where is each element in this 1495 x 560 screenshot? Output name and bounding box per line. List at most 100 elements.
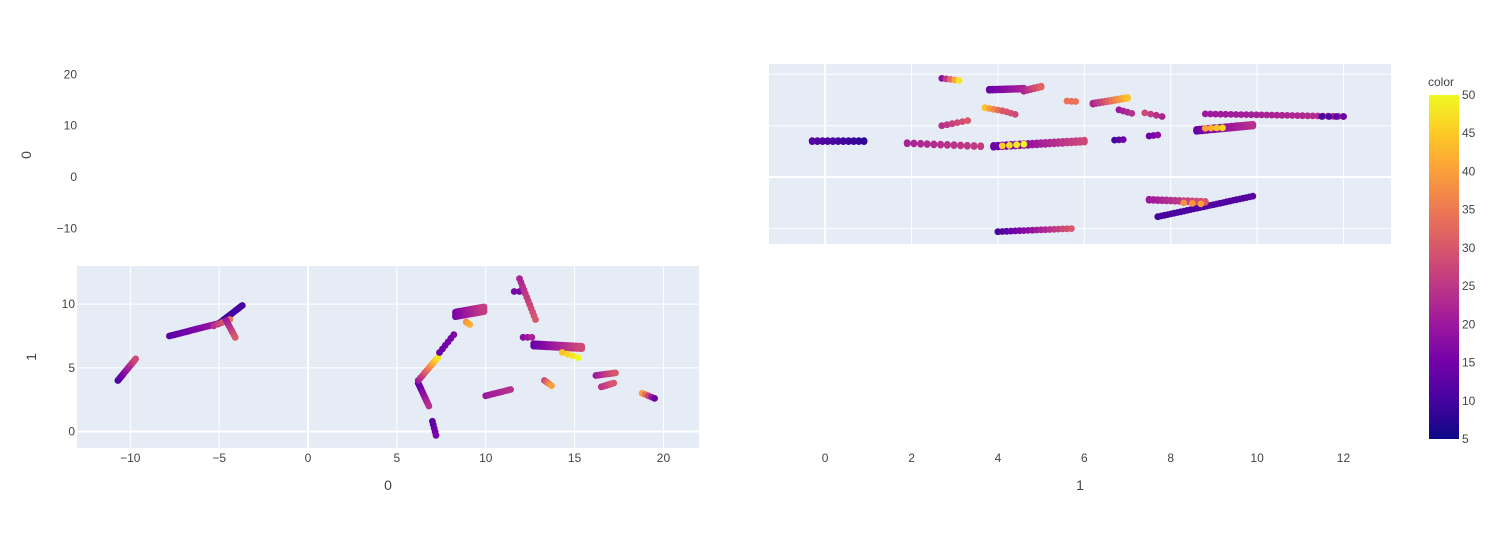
panel-bottom-left-y-ticks: 0 5 10 [62, 297, 76, 438]
bottom-left-point [548, 382, 555, 389]
top-right-point [1232, 111, 1240, 118]
top-right-point [1288, 112, 1296, 119]
bottom-left-point [450, 331, 458, 339]
x-tick-label: 20 [657, 451, 671, 465]
colorbar-tick-label: 35 [1462, 203, 1476, 217]
panel-bottom-right-x-ticks: 0 2 4 6 8 10 12 [822, 451, 1351, 465]
x-tick-label: −10 [120, 451, 141, 465]
bottom-left-point [612, 369, 619, 377]
top-right-point [1242, 111, 1250, 118]
x-tick-label: 8 [1167, 451, 1174, 465]
top-right-point [1273, 111, 1281, 119]
panel-top-left: −10 0 10 20 0 [18, 67, 77, 235]
panel-top-right-gridlines [769, 64, 1391, 244]
top-right-point [998, 142, 1006, 150]
top-right-point [834, 137, 842, 145]
bottom-left-point [434, 354, 442, 361]
top-right-point [930, 140, 938, 148]
top-right-point [1325, 113, 1333, 120]
panel-top-left-y-axis-title: 0 [18, 151, 34, 159]
y-tick-label: 0 [68, 424, 75, 438]
bottom-left-point [558, 349, 566, 356]
top-right-point [1299, 112, 1306, 120]
top-right-point [1147, 110, 1154, 118]
x-tick-label: 4 [995, 451, 1002, 465]
top-right-point [950, 141, 958, 149]
top-right-point [1212, 110, 1219, 118]
panel-bottom-left-gridlines [77, 266, 699, 448]
bottom-left-point [231, 333, 239, 341]
top-right-point [1037, 82, 1045, 90]
bottom-left-point [425, 402, 433, 410]
top-right-point [1237, 111, 1245, 118]
colorbar-tick-label: 15 [1462, 356, 1476, 370]
panel-top-right-background [769, 64, 1391, 244]
top-right-point [1253, 111, 1260, 119]
top-right-point [1207, 124, 1215, 132]
panel-bottom-left-points [114, 275, 658, 439]
top-right-point [1263, 111, 1271, 119]
y-tick-label: −10 [57, 222, 78, 236]
top-right-point [910, 139, 918, 147]
bottom-left-point [238, 302, 246, 309]
top-right-point [1278, 111, 1286, 119]
bottom-left-point [132, 355, 140, 363]
panel-bottom-left-x-ticks: −10 −5 0 5 10 15 20 [120, 451, 670, 465]
x-tick-label: 0 [305, 451, 312, 465]
top-right-point [1294, 112, 1301, 119]
top-right-point [829, 137, 837, 145]
top-right-point [1247, 111, 1255, 119]
x-tick-label: 5 [394, 451, 401, 465]
top-right-point [1197, 200, 1205, 208]
top-right-point [1152, 111, 1160, 119]
bottom-left-point [569, 352, 577, 360]
bottom-left-point [510, 288, 518, 295]
top-right-point [839, 137, 847, 145]
top-right-point [814, 137, 821, 145]
top-right-point [948, 120, 956, 128]
top-right-point [970, 142, 978, 149]
top-right-point [1188, 200, 1196, 207]
colorbar-tick-label: 25 [1462, 279, 1476, 293]
top-right-point [1207, 110, 1214, 118]
x-tick-label: 15 [568, 451, 582, 465]
top-right-point [1268, 111, 1276, 119]
bottom-left-point [610, 379, 618, 387]
x-tick-label: 6 [1081, 451, 1088, 465]
x-tick-label: −5 [212, 451, 226, 465]
top-right-point [1249, 120, 1257, 128]
y-tick-label: 0 [70, 170, 77, 184]
bottom-left-point [532, 316, 539, 323]
top-right-point [1006, 141, 1013, 149]
top-right-point [850, 137, 858, 145]
panel-bottom-right: 0 2 4 6 8 10 12 1 [822, 451, 1351, 493]
top-right-point [917, 139, 924, 147]
x-tick-label: 12 [1337, 451, 1351, 465]
colorbar-tick-label: 5 [1462, 432, 1469, 446]
top-right-point [1128, 110, 1136, 117]
top-right-point [1124, 94, 1131, 101]
colorbar-tick-label: 45 [1462, 126, 1476, 140]
colorbar-tick-label: 30 [1462, 241, 1476, 255]
colorbar-title: color [1428, 75, 1454, 89]
panel-bottom-left-y-axis-title: 1 [23, 353, 39, 361]
bottom-left-point [578, 342, 586, 350]
top-right-point [1201, 110, 1209, 118]
top-right-point [1318, 113, 1326, 120]
top-right-point [963, 141, 971, 149]
panel-top-right-points [808, 75, 1347, 236]
y-tick-label: 5 [68, 361, 75, 375]
panel-bottom-right-x-axis-title: 1 [1076, 477, 1084, 493]
bottom-left-point [507, 386, 514, 393]
colorbar-gradient [1429, 95, 1459, 439]
bottom-left-point [480, 303, 488, 311]
panel-bottom-left-background [77, 266, 699, 448]
top-right-point [923, 140, 931, 148]
x-tick-label: 10 [1250, 451, 1264, 465]
bottom-left-point [528, 333, 536, 341]
top-right-point [845, 137, 852, 145]
top-right-point [1332, 113, 1340, 120]
top-right-point [943, 121, 951, 129]
top-right-point [1068, 225, 1075, 233]
colorbar-tick-label: 40 [1462, 164, 1476, 178]
